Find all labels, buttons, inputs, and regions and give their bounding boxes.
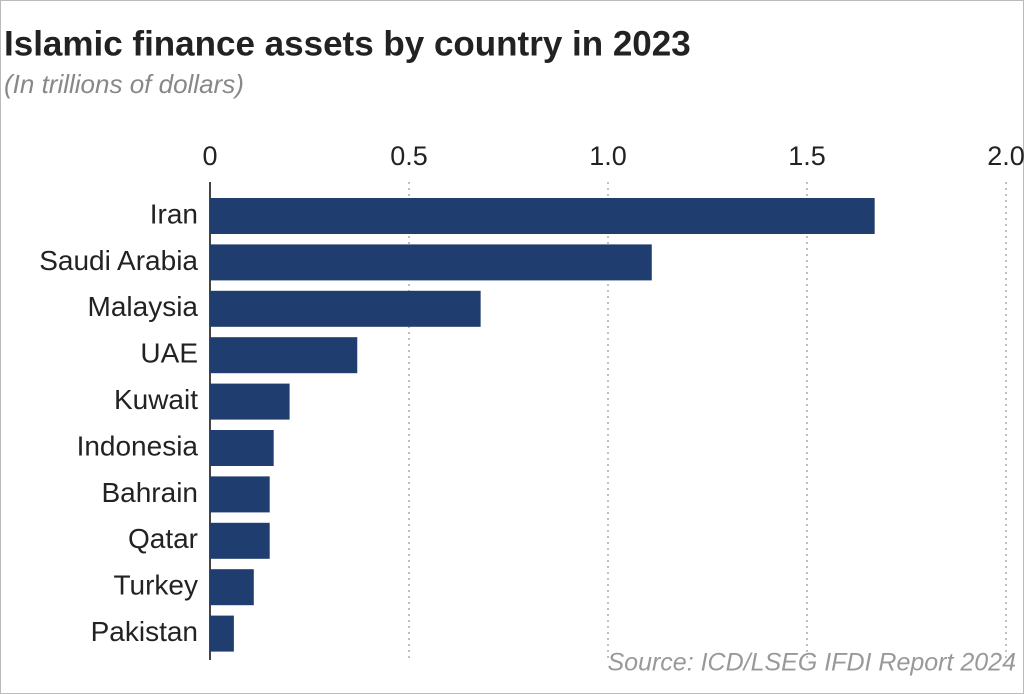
bar — [210, 244, 652, 281]
y-tick-label: Saudi Arabia — [39, 245, 198, 276]
chart-subtitle: (In trillions of dollars) — [4, 69, 244, 99]
y-tick-label: Pakistan — [91, 616, 198, 647]
x-tick-label: 0.5 — [390, 141, 428, 171]
y-tick-label: Qatar — [128, 523, 198, 554]
x-tick-label: 1.0 — [589, 141, 627, 171]
bar — [210, 198, 875, 234]
bar — [210, 569, 254, 606]
y-tick-label: Iran — [150, 198, 198, 229]
y-tick-label: Turkey — [113, 570, 198, 601]
bar — [210, 430, 274, 466]
y-tick-label: Kuwait — [114, 384, 198, 415]
x-tick-label: 1.5 — [788, 141, 826, 171]
y-tick-label: Indonesia — [77, 430, 199, 461]
bar — [210, 615, 234, 652]
bar — [210, 476, 270, 513]
x-tick-label: 2.0 — [987, 141, 1024, 171]
source-note: Source: ICD/LSEG IFDI Report 2024 — [607, 649, 1016, 677]
chart-title: Islamic finance assets by country in 202… — [4, 24, 691, 63]
y-tick-label: Malaysia — [88, 291, 199, 322]
y-tick-label: Bahrain — [101, 477, 198, 508]
bar — [210, 522, 270, 559]
x-tick-label: 0 — [202, 141, 217, 171]
bar — [210, 383, 290, 420]
bar — [210, 337, 358, 374]
bar — [210, 290, 481, 327]
y-tick-label: UAE — [140, 338, 198, 369]
